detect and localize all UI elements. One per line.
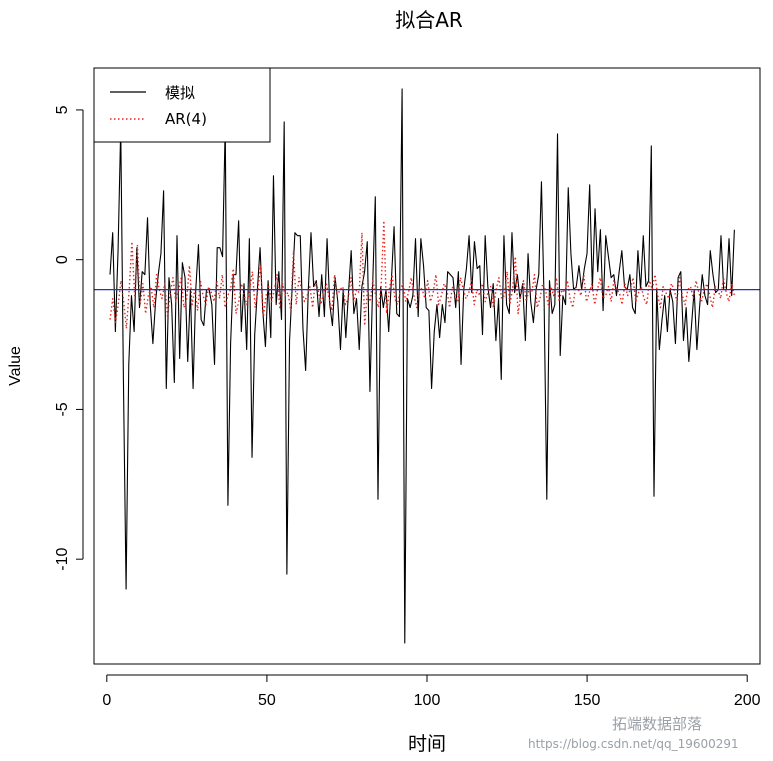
axes: 0 50 100 150 200 -10 -5 0 5	[54, 105, 761, 709]
chart-title: 拟合AR	[395, 8, 463, 32]
y-tick-label: -5	[54, 402, 71, 416]
legend-label-ar: AR(4)	[165, 110, 207, 128]
legend-label-sim: 模拟	[165, 84, 195, 102]
legend-box	[93, 67, 271, 143]
legend: 模拟 AR(4)	[93, 67, 271, 143]
plot-frame	[93, 67, 761, 665]
y-tick-label: -10	[54, 548, 71, 571]
y-tick-label: 5	[54, 105, 71, 114]
y-axis-label: Value	[7, 346, 24, 386]
x-axis-label: 时间	[408, 733, 446, 755]
x-tick-label: 100	[414, 692, 441, 709]
series-line-simulated	[109, 88, 735, 644]
x-tick-label: 150	[574, 692, 601, 709]
plot-area	[94, 88, 760, 644]
watermark-logo-text: 拓端数据部落	[612, 715, 702, 733]
watermark-url: https://blog.csdn.net/qq_19600291	[528, 737, 739, 751]
series-line-ar4	[109, 220, 736, 330]
y-tick-label: 0	[54, 255, 71, 264]
x-tick-label: 200	[734, 692, 761, 709]
x-tick-label: 50	[258, 692, 276, 709]
watermark: 拓端数据部落 https://blog.csdn.net/qq_19600291	[528, 715, 739, 751]
x-tick-label: 0	[102, 692, 111, 709]
